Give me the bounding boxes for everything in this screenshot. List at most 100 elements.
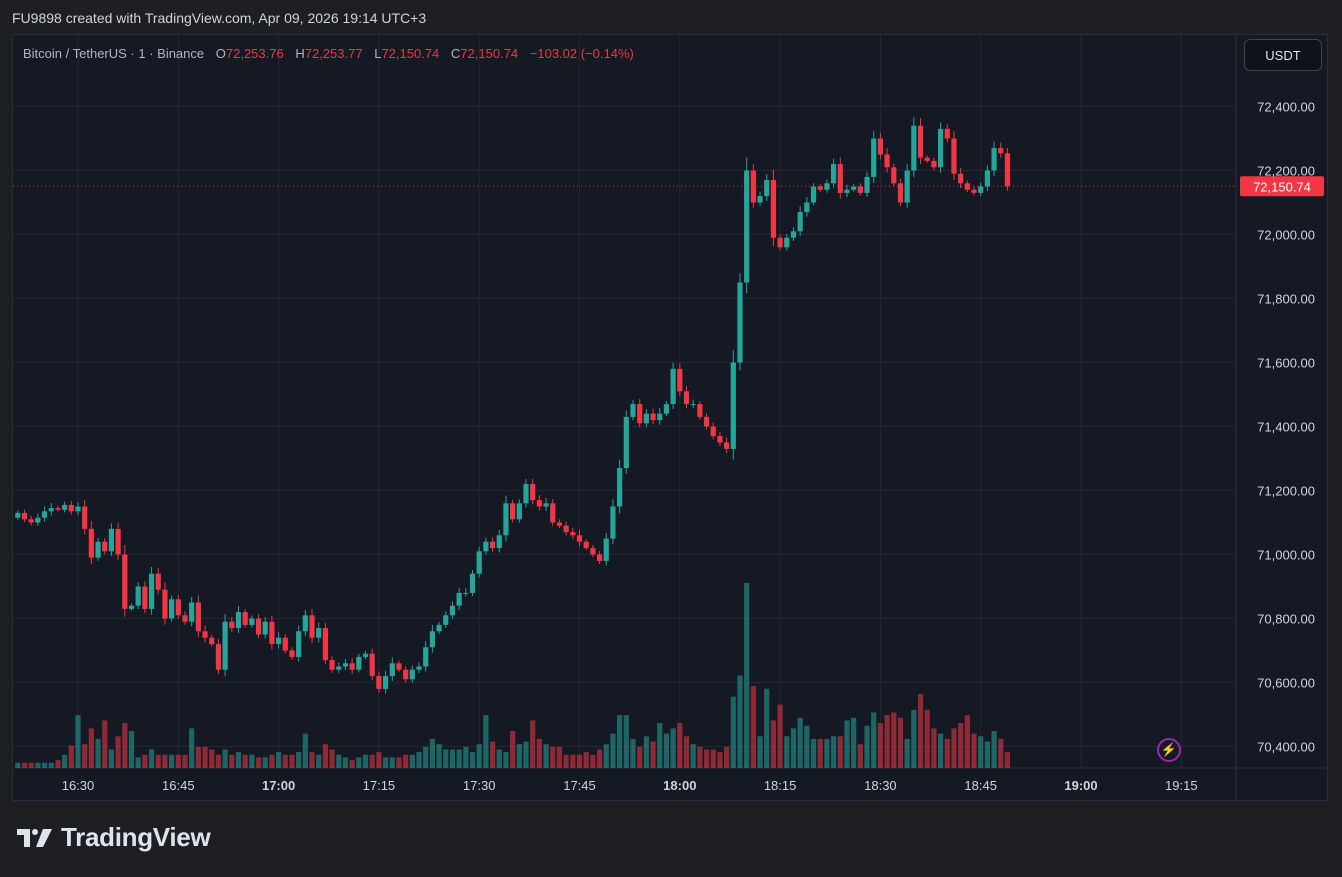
- candle-body: [189, 602, 195, 622]
- candle-body: [824, 183, 830, 190]
- volume-bar: [336, 754, 342, 768]
- candle-body: [229, 621, 235, 629]
- volume-bar: [142, 754, 148, 768]
- candle-body: [169, 599, 175, 619]
- candle-body: [643, 413, 649, 424]
- x-tick-label: 19:15: [1165, 778, 1198, 793]
- volume-bar: [978, 736, 984, 768]
- volume-bar: [82, 744, 88, 768]
- volume-bar: [824, 738, 830, 768]
- candle-body: [403, 669, 409, 680]
- candle-body: [797, 212, 803, 232]
- volume-bar: [556, 746, 563, 768]
- candle-body: [356, 656, 362, 670]
- candle-body: [108, 528, 115, 552]
- candle-body: [724, 442, 730, 449]
- candle-body: [710, 426, 716, 437]
- candle-body: [871, 138, 877, 177]
- volume-bar: [757, 736, 763, 768]
- volume-bar: [964, 715, 970, 768]
- candle-body: [550, 503, 556, 523]
- volume-bar: [209, 749, 215, 768]
- open-value: 72,253.76: [225, 46, 284, 61]
- candle-body: [296, 631, 302, 657]
- volume-bar: [255, 757, 262, 768]
- candle-body: [282, 637, 288, 651]
- volume-bar: [469, 752, 476, 768]
- volume-bar: [155, 754, 161, 768]
- candle-body: [536, 500, 542, 507]
- volume-bar: [530, 720, 536, 768]
- candle-body: [1004, 153, 1011, 187]
- candle-body: [222, 621, 228, 670]
- candle-body: [817, 186, 823, 190]
- y-tick-label: 71,600.00: [1257, 356, 1315, 371]
- candle-body: [703, 416, 710, 427]
- volume-bar: [931, 728, 937, 768]
- candle-body: [583, 541, 589, 549]
- candle-body: [235, 612, 242, 629]
- volume-bar: [971, 733, 977, 768]
- candle-body: [603, 538, 609, 561]
- close-label: C: [450, 46, 461, 61]
- volume-bar: [817, 738, 823, 768]
- volume-bar: [362, 754, 369, 768]
- volume-bar: [309, 752, 315, 768]
- volume-bar: [356, 757, 362, 768]
- volume-bar: [523, 741, 529, 768]
- volume-bar: [35, 762, 41, 768]
- volume-bar: [262, 757, 268, 768]
- volume-bar: [483, 715, 489, 768]
- candle-body: [135, 586, 141, 606]
- volume-bar: [550, 746, 556, 768]
- volume-bar: [924, 709, 930, 768]
- lightning-icon[interactable]: ⚡: [1157, 738, 1181, 762]
- volume-bar: [503, 752, 509, 768]
- volume-bar: [322, 744, 329, 768]
- volume-bar: [703, 749, 710, 768]
- volume-bar: [122, 723, 128, 768]
- candle-body: [242, 612, 248, 625]
- volume-bar: [777, 704, 783, 768]
- candle-body: [443, 615, 449, 625]
- y-tick-label: 70,400.00: [1257, 740, 1315, 755]
- volume-bar: [423, 746, 429, 768]
- candle-body: [376, 676, 382, 689]
- candle-body: [804, 202, 810, 213]
- chart-pane[interactable]: 72,150.74 72,400.00 72,200.00 72,000.00 71,8…: [12, 34, 1328, 801]
- candle-body: [476, 551, 482, 574]
- volume-bar: [88, 728, 94, 768]
- candle-body: [95, 541, 101, 558]
- y-tick-label: 71,800.00: [1257, 292, 1315, 307]
- candle-body: [964, 183, 970, 190]
- open-label: O: [215, 46, 226, 61]
- volume-bar: [329, 749, 335, 768]
- volume-bar: [810, 738, 817, 768]
- volume-bar: [316, 754, 322, 768]
- volume-bar: [169, 754, 175, 768]
- volume-bar: [15, 762, 21, 768]
- volume-bar: [222, 749, 228, 768]
- candle-body: [389, 663, 395, 677]
- chart-caption: FU9898 created with TradingView.com, Apr…: [12, 10, 427, 26]
- volume-bar: [790, 728, 797, 768]
- currency-button[interactable]: USDT: [1244, 39, 1322, 71]
- candle-body: [463, 592, 469, 594]
- candle-body: [556, 522, 563, 526]
- volume-bar: [670, 728, 676, 768]
- volume-bar: [603, 744, 609, 768]
- candle-body: [48, 508, 54, 512]
- candle-body: [262, 621, 268, 635]
- volume-bar: [937, 733, 944, 768]
- candle-body: [436, 624, 442, 632]
- volume-bar: [897, 717, 904, 768]
- volume-bar: [871, 712, 877, 768]
- candle-body: [864, 176, 870, 193]
- volume-bar: [630, 738, 636, 768]
- candlestick-chart[interactable]: 72,150.74 72,400.00 72,200.00 72,000.00 71,8…: [13, 35, 1328, 801]
- volume-bar: [744, 583, 750, 768]
- volume-bar: [68, 745, 74, 768]
- volume-bar: [436, 744, 442, 768]
- volume-bar: [536, 738, 542, 768]
- symbol-label[interactable]: Bitcoin / TetherUS · 1 · Binance: [23, 46, 205, 61]
